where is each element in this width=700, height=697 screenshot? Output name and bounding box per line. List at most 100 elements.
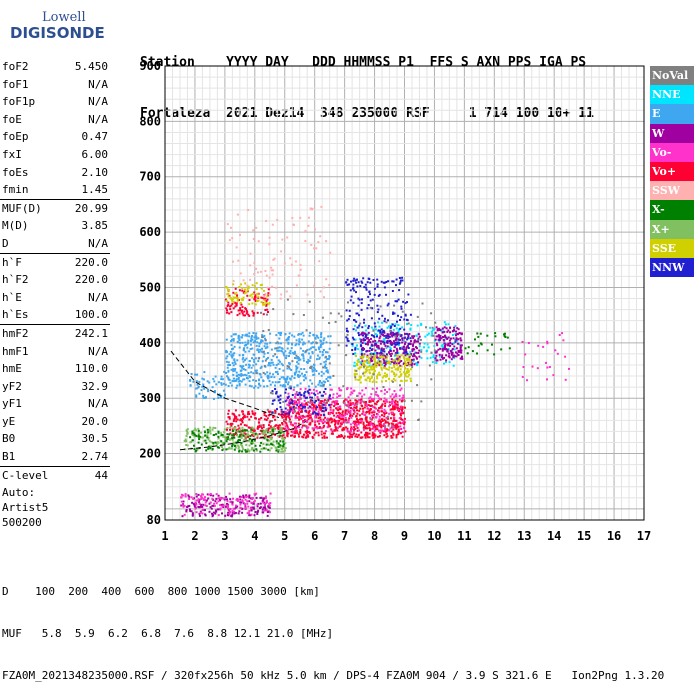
data-point (313, 364, 316, 367)
data-point (242, 279, 245, 282)
data-point (220, 383, 223, 386)
data-point (321, 410, 324, 412)
data-point (186, 506, 189, 508)
data-point (291, 375, 294, 378)
data-point (239, 302, 242, 305)
data-point (276, 426, 279, 429)
data-point (345, 404, 348, 407)
data-point (244, 507, 247, 510)
data-point (297, 407, 300, 410)
data-point (400, 334, 403, 337)
data-point (260, 424, 263, 427)
data-point (367, 295, 370, 298)
data-point (298, 435, 301, 438)
data-point (311, 396, 313, 399)
data-point (395, 393, 397, 396)
data-point (288, 420, 291, 423)
data-point (260, 496, 263, 499)
data-point (445, 327, 448, 330)
data-point (417, 361, 420, 364)
data-point (236, 384, 239, 387)
data-point (280, 410, 283, 413)
data-point (248, 380, 251, 383)
data-point (231, 445, 234, 448)
data-point (268, 449, 271, 452)
data-point (248, 299, 251, 301)
data-point (271, 392, 274, 395)
data-point (353, 277, 356, 280)
data-point (397, 422, 400, 425)
data-point (390, 426, 393, 429)
data-point (320, 381, 323, 384)
data-point (333, 405, 336, 408)
data-point (331, 401, 334, 404)
data-point (233, 510, 235, 513)
data-point (252, 372, 255, 375)
data-point (293, 223, 295, 226)
data-point (258, 433, 261, 435)
data-point (366, 369, 368, 372)
data-point (361, 418, 364, 421)
data-point (349, 433, 352, 436)
data-point (295, 391, 298, 393)
param-separator (0, 465, 110, 467)
data-point (229, 308, 232, 311)
data-point (250, 497, 253, 499)
data-point (292, 313, 295, 316)
data-point (197, 435, 200, 438)
data-point (277, 396, 280, 399)
data-point (366, 337, 369, 339)
data-point (213, 502, 216, 505)
data-point (284, 414, 287, 417)
data-point (370, 334, 373, 337)
data-point (396, 406, 399, 409)
data-point (264, 359, 267, 362)
data-point (407, 357, 410, 360)
data-point (280, 408, 283, 411)
data-point (373, 423, 376, 426)
data-point (241, 312, 244, 315)
data-point (283, 378, 286, 380)
data-point (226, 428, 228, 431)
data-point (268, 243, 271, 246)
data-point (360, 352, 363, 355)
data-point (375, 381, 378, 384)
data-point (273, 428, 276, 431)
data-point (402, 396, 405, 399)
data-point (386, 345, 389, 348)
data-point (407, 371, 410, 374)
data-point (385, 321, 388, 324)
data-point (225, 338, 228, 341)
data-point (305, 420, 308, 423)
data-point (451, 348, 454, 350)
data-point (226, 505, 229, 508)
data-point (184, 493, 187, 496)
data-point (248, 384, 251, 387)
data-point (393, 401, 396, 404)
data-point (429, 356, 432, 359)
data-point (391, 380, 394, 383)
data-point (328, 394, 331, 397)
data-point (265, 419, 268, 421)
data-point (289, 295, 292, 298)
data-point (305, 432, 308, 435)
data-point (452, 356, 455, 359)
data-point (371, 431, 374, 434)
data-point (545, 361, 547, 364)
data-point (536, 367, 539, 370)
data-point (403, 318, 406, 321)
data-point (383, 331, 386, 334)
data-point (387, 334, 390, 337)
data-point (224, 383, 227, 386)
data-point (420, 356, 423, 359)
data-point (364, 324, 367, 327)
data-point (383, 429, 386, 432)
data-point (556, 352, 559, 355)
data-point (268, 504, 271, 507)
data-point (380, 340, 382, 343)
data-point (288, 412, 291, 415)
data-point (322, 407, 325, 410)
data-point (291, 407, 294, 410)
data-point (357, 332, 360, 334)
data-point (389, 332, 392, 335)
